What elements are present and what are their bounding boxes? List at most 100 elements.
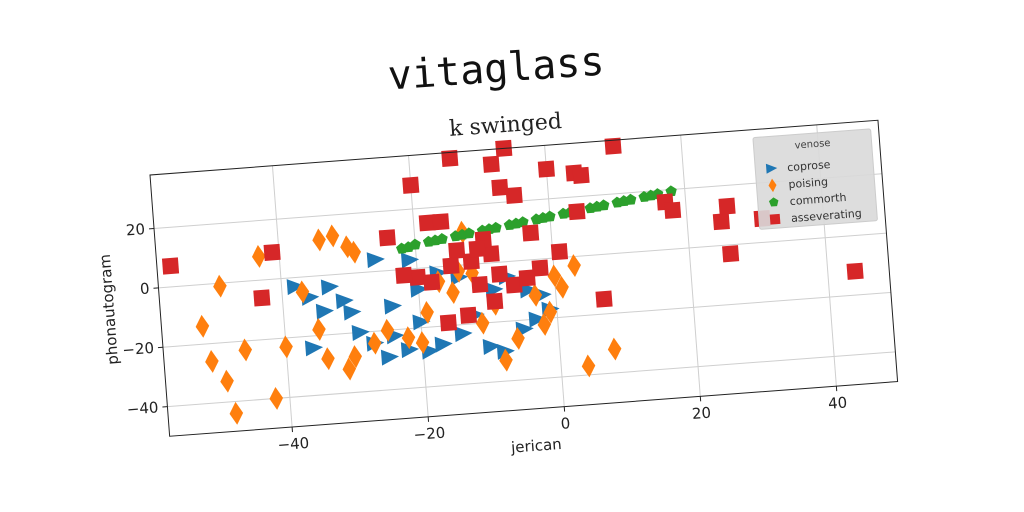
data-point-asseverating xyxy=(531,259,549,277)
data-point-poising xyxy=(295,280,310,304)
legend-title: venose xyxy=(794,138,831,152)
data-point-poising xyxy=(543,300,558,324)
data-point-poising xyxy=(347,240,361,264)
data-point-asseverating xyxy=(572,166,590,185)
plot-frame xyxy=(149,119,899,437)
data-point-asseverating xyxy=(439,314,458,332)
data-point-poising xyxy=(499,348,513,372)
data-point-asseverating xyxy=(718,197,736,215)
data-point-coprose xyxy=(335,293,354,310)
data-point-commorth xyxy=(402,241,415,253)
data-point-asseverating xyxy=(448,241,466,260)
x-gridline xyxy=(680,135,701,397)
data-point-coprose xyxy=(351,324,370,341)
data-point-coprose xyxy=(383,298,403,315)
data-point-commorth xyxy=(510,217,522,229)
data-point-coprose xyxy=(409,281,429,298)
data-point-coprose xyxy=(482,339,501,355)
data-point-asseverating xyxy=(482,155,500,173)
data-point-commorth xyxy=(665,185,677,197)
data-point-asseverating xyxy=(253,289,271,307)
data-point-coprose xyxy=(400,252,420,269)
data-point-coprose xyxy=(454,326,473,343)
data-point-asseverating xyxy=(522,224,540,242)
data-point-coprose xyxy=(343,304,362,321)
data-point-asseverating xyxy=(482,245,500,263)
data-point-poising xyxy=(420,300,434,324)
data-point-poising xyxy=(229,401,244,425)
data-point-poising xyxy=(607,337,622,361)
data-point-poising xyxy=(195,314,210,338)
data-point-asseverating xyxy=(595,290,613,308)
x-tick-label: −20 xyxy=(413,424,446,444)
data-point-poising xyxy=(321,347,335,371)
data-point-coprose xyxy=(519,282,538,299)
legend-label-commorth: commorth xyxy=(789,191,847,208)
data-point-commorth xyxy=(618,195,630,207)
data-point-asseverating xyxy=(471,275,489,294)
data-point-coprose xyxy=(380,349,400,366)
data-point-coprose xyxy=(315,303,335,320)
data-point-poising xyxy=(205,349,219,373)
legend-label-poising: poising xyxy=(788,175,828,191)
data-point-poising xyxy=(547,264,562,288)
legend-marker-poising xyxy=(768,178,777,193)
x-axis-label: jerican xyxy=(509,435,562,457)
x-tick-label: 0 xyxy=(560,414,571,433)
data-point-coprose xyxy=(528,311,547,328)
data-point-coprose xyxy=(320,279,340,296)
data-point-asseverating xyxy=(402,176,420,194)
data-point-asseverating xyxy=(722,245,740,263)
data-point-asseverating xyxy=(441,149,459,168)
data-point-poising xyxy=(537,313,552,336)
legend-label-asseverating: asseverating xyxy=(791,207,863,225)
legend-marker-commorth xyxy=(768,197,779,207)
data-point-poising xyxy=(348,345,363,369)
data-point-asseverating xyxy=(846,262,864,280)
y-tick-label: 0 xyxy=(139,280,150,299)
data-point-asseverating xyxy=(486,292,504,310)
data-point-asseverating xyxy=(568,202,586,221)
data-point-poising xyxy=(446,281,460,304)
data-point-commorth xyxy=(591,200,603,212)
data-point-asseverating xyxy=(432,213,450,231)
data-points xyxy=(161,137,864,425)
data-point-asseverating xyxy=(490,265,509,283)
data-point-poising xyxy=(380,318,395,342)
data-point-asseverating xyxy=(423,273,441,291)
data-point-asseverating xyxy=(550,243,569,261)
data-point-coprose xyxy=(434,336,453,353)
data-point-poising xyxy=(312,318,326,341)
data-point-poising xyxy=(511,326,525,350)
data-point-asseverating xyxy=(442,257,460,275)
data-point-poising xyxy=(238,338,253,362)
data-point-poising xyxy=(367,331,382,355)
series-coprose xyxy=(286,252,560,366)
data-point-asseverating xyxy=(459,306,478,324)
plot-area: −40 −20 0 20 40 −40 −20 0 20 jerican phonautogr… xyxy=(96,119,899,457)
data-point-coprose xyxy=(366,252,385,269)
data-point-poising xyxy=(555,275,569,299)
data-point-poising xyxy=(279,335,293,359)
data-point-coprose xyxy=(412,314,431,331)
data-point-asseverating xyxy=(378,229,396,247)
legend-marker-asseverating xyxy=(769,213,781,225)
data-point-asseverating xyxy=(161,257,180,275)
data-point-poising xyxy=(312,228,326,252)
data-point-asseverating xyxy=(263,243,281,261)
y-gridline xyxy=(167,351,896,408)
data-point-asseverating xyxy=(418,214,436,232)
y-tick-label: 20 xyxy=(125,220,145,239)
data-point-asseverating xyxy=(491,178,509,197)
data-point-poising xyxy=(581,354,596,378)
data-point-poising xyxy=(342,357,357,381)
chart-subtitle: k swinged xyxy=(448,109,562,142)
x-tick-label: 20 xyxy=(691,404,711,423)
y-axis-label: phonautogram xyxy=(96,253,122,365)
data-point-asseverating xyxy=(395,266,413,284)
data-point-asseverating xyxy=(505,186,523,204)
data-point-coprose xyxy=(286,279,305,296)
data-point-asseverating xyxy=(604,137,622,155)
x-ticks: −40 −20 0 20 40 xyxy=(277,386,848,454)
data-point-asseverating xyxy=(505,276,523,294)
